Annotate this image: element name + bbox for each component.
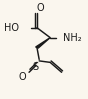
- Text: HO: HO: [4, 23, 19, 33]
- Text: O: O: [18, 72, 26, 82]
- Text: O: O: [37, 3, 44, 13]
- Polygon shape: [36, 38, 50, 48]
- Text: NH₂: NH₂: [63, 33, 82, 43]
- Text: S: S: [32, 62, 38, 72]
